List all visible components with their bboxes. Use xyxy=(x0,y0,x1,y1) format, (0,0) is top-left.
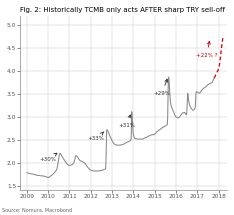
Text: +31%: +31% xyxy=(118,115,135,128)
Text: +30%: +30% xyxy=(40,153,57,162)
Text: +22% ?: +22% ? xyxy=(196,41,218,58)
Text: +29%: +29% xyxy=(154,79,170,96)
Text: Fig. 2: Historically TCMB only acts AFTER sharp TRY sell-off: Fig. 2: Historically TCMB only acts AFTE… xyxy=(21,7,226,13)
Text: +33%: +33% xyxy=(88,132,104,141)
Text: Source: Nomura, Macrobond: Source: Nomura, Macrobond xyxy=(2,208,73,213)
